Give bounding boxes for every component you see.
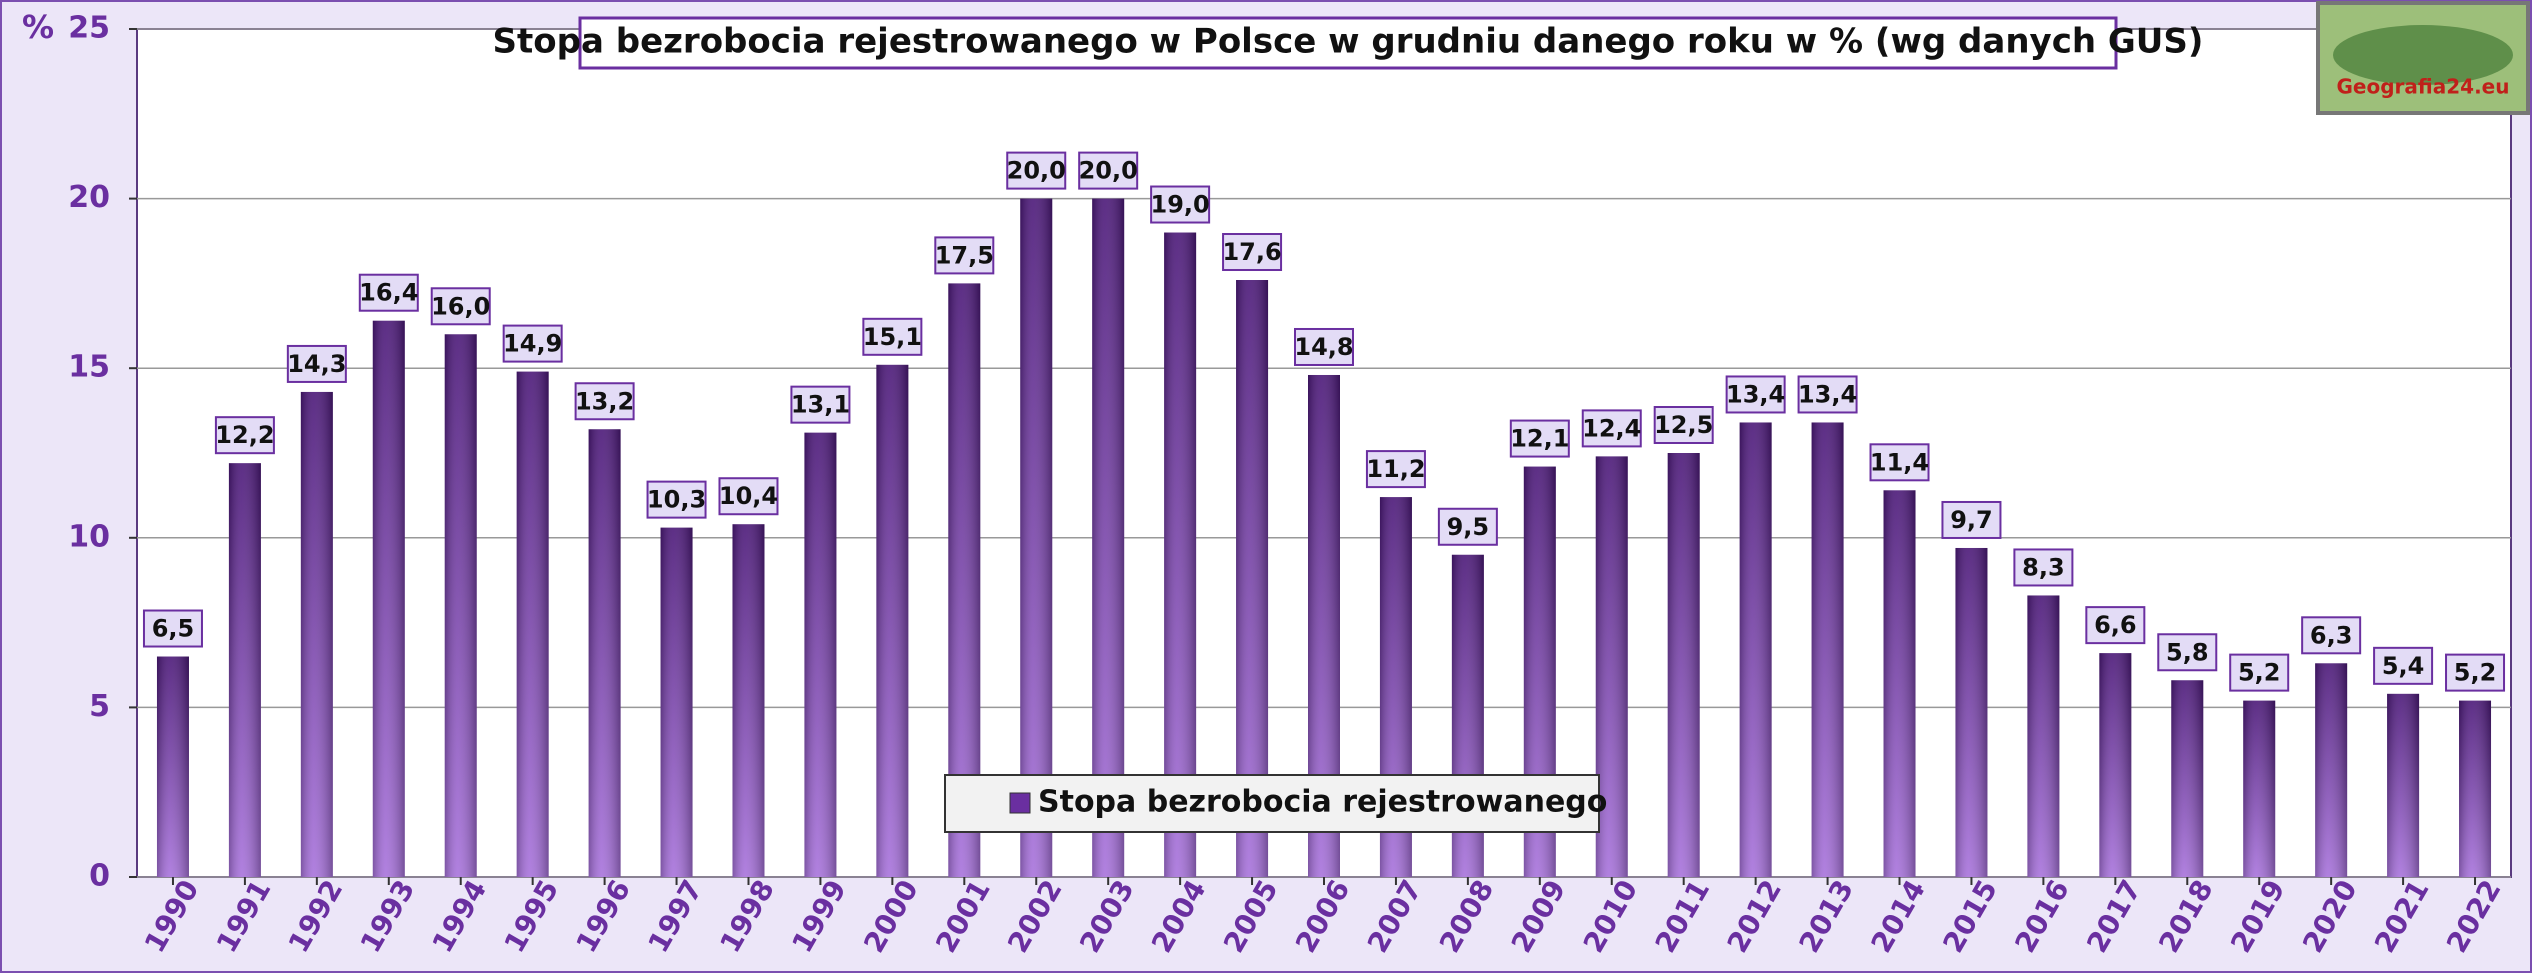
bar-shade xyxy=(1884,490,1916,877)
value-label: 12,5 xyxy=(1654,411,1713,439)
value-label: 10,4 xyxy=(719,482,778,510)
y-axis-label: % xyxy=(22,8,54,46)
value-label: 12,4 xyxy=(1582,414,1641,442)
bar-shade xyxy=(804,433,836,877)
value-label: 19,0 xyxy=(1151,191,1210,219)
value-label: 14,9 xyxy=(503,330,562,358)
bar-shade xyxy=(517,372,549,877)
value-label: 17,6 xyxy=(1222,238,1281,266)
y-tick-label: 15 xyxy=(68,350,110,385)
value-label: 13,1 xyxy=(791,391,850,419)
y-tick-label: 20 xyxy=(68,180,110,215)
legend-swatch xyxy=(1010,793,1030,813)
y-tick-label: 5 xyxy=(89,689,110,724)
value-label: 13,2 xyxy=(575,387,634,415)
value-label: 6,3 xyxy=(2310,621,2353,649)
bar-shade xyxy=(2243,701,2275,877)
y-tick-label: 0 xyxy=(89,859,110,894)
value-label: 9,7 xyxy=(1950,506,1993,534)
value-label: 13,4 xyxy=(1726,380,1785,408)
bar-shade xyxy=(1668,453,1700,877)
bar-shade xyxy=(2459,701,2491,877)
value-label: 12,1 xyxy=(1510,425,1569,453)
bar-shade xyxy=(229,463,261,877)
value-label: 16,4 xyxy=(359,279,418,307)
value-label: 5,2 xyxy=(2454,659,2497,687)
value-label: 16,0 xyxy=(431,292,490,320)
bar-shade xyxy=(2315,663,2347,877)
bar-shade xyxy=(445,334,477,877)
value-label: 17,5 xyxy=(935,241,994,269)
y-tick-label: 10 xyxy=(68,519,110,554)
value-label: 10,3 xyxy=(647,486,706,514)
bar-shade xyxy=(2387,694,2419,877)
value-label: 15,1 xyxy=(863,323,922,351)
bar-shade xyxy=(2027,595,2059,877)
value-label: 12,2 xyxy=(215,421,274,449)
value-label: 5,2 xyxy=(2238,659,2281,687)
bar-shade xyxy=(661,528,693,877)
value-label: 14,8 xyxy=(1294,333,1353,361)
bar-shade xyxy=(732,524,764,877)
bar-shade xyxy=(2171,680,2203,877)
value-label: 14,3 xyxy=(287,350,346,378)
value-label: 6,5 xyxy=(152,615,195,643)
chart: % 051015202519906,5199112,2199214,319931… xyxy=(0,0,2532,973)
value-label: 5,4 xyxy=(2382,652,2425,680)
value-label: 11,4 xyxy=(1870,448,1929,476)
legend-label: Stopa bezrobocia rejestrowanego xyxy=(1038,785,1607,820)
value-label: 20,0 xyxy=(1007,157,1066,185)
chart-title: Stopa bezrobocia rejestrowanego w Polsce… xyxy=(493,22,2204,62)
bar-shade xyxy=(1812,422,1844,877)
bar-shade xyxy=(157,657,189,877)
bar-shade xyxy=(1740,422,1772,877)
value-label: 6,6 xyxy=(2094,611,2137,639)
bar-shade xyxy=(2099,653,2131,877)
y-tick-label: 25 xyxy=(68,11,110,46)
bar-shade xyxy=(1955,548,1987,877)
value-label: 11,2 xyxy=(1366,455,1425,483)
bar-shade xyxy=(373,321,405,877)
bar-shade xyxy=(876,365,908,877)
value-label: 8,3 xyxy=(2022,553,2065,581)
logo-text: Geografia24.eu xyxy=(2337,75,2510,99)
value-label: 13,4 xyxy=(1798,380,1857,408)
value-label: 5,8 xyxy=(2166,638,2209,666)
bar-shade xyxy=(301,392,333,877)
value-label: 20,0 xyxy=(1079,157,1138,185)
bar-shade xyxy=(589,429,621,877)
value-label: 9,5 xyxy=(1447,513,1490,541)
